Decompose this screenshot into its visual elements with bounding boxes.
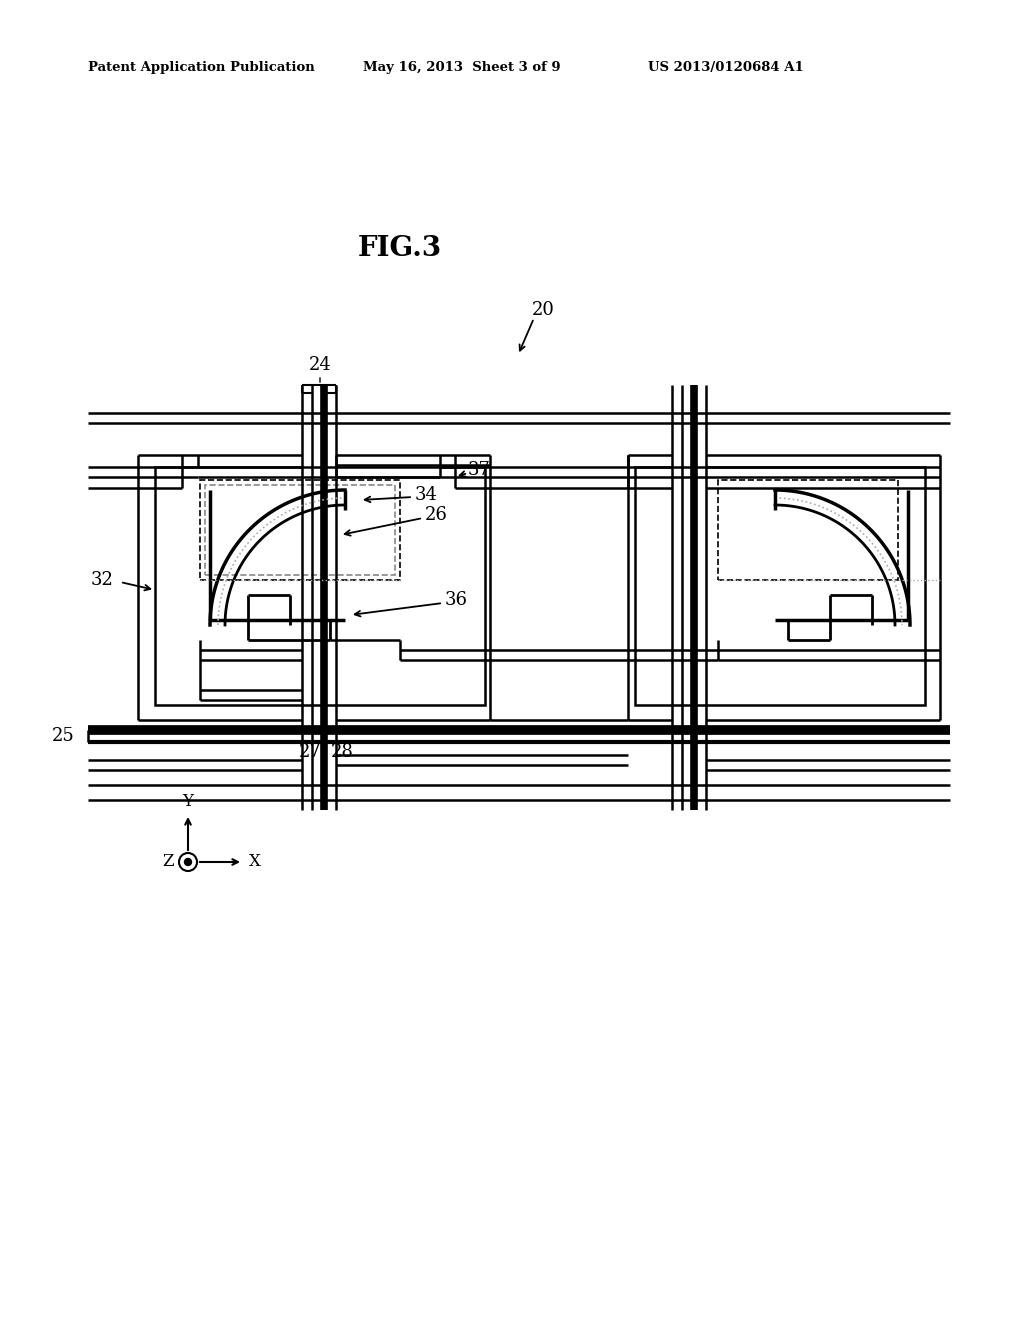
Circle shape [184, 858, 191, 866]
Bar [200, 480, 400, 579]
Bar [155, 467, 485, 705]
Text: May 16, 2013  Sheet 3 of 9: May 16, 2013 Sheet 3 of 9 [362, 62, 560, 74]
Text: 20: 20 [532, 301, 555, 319]
Text: 27: 27 [299, 743, 322, 762]
Text: 28: 28 [331, 743, 353, 762]
Text: 32: 32 [90, 572, 113, 589]
Text: US 2013/0120684 A1: US 2013/0120684 A1 [648, 62, 804, 74]
Text: X: X [249, 854, 261, 870]
Text: FIG.3: FIG.3 [358, 235, 442, 261]
Text: Z: Z [163, 854, 174, 870]
Text: 34: 34 [415, 486, 438, 504]
Text: Y: Y [182, 793, 194, 810]
Text: Patent Application Publication: Patent Application Publication [88, 62, 314, 74]
Text: 37: 37 [468, 461, 490, 479]
Bar [718, 480, 898, 579]
Text: 26: 26 [425, 506, 447, 524]
Text: 25: 25 [52, 727, 75, 744]
Text: 36: 36 [445, 591, 468, 609]
Text: 24: 24 [308, 356, 332, 374]
Bar [635, 467, 925, 705]
Bar [205, 484, 395, 576]
